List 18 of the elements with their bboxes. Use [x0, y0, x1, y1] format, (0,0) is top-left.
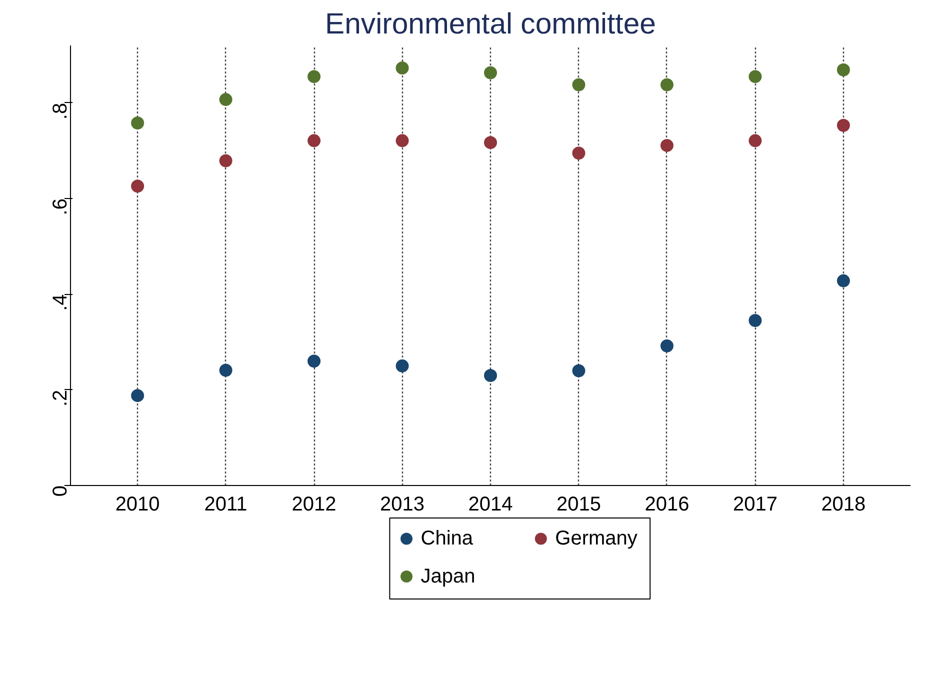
legend-label: Germany — [555, 528, 638, 550]
legend-label: China — [420, 528, 474, 550]
chart-title: Environmental committee — [325, 8, 656, 40]
y-tick-label: .4 — [50, 294, 72, 311]
x-tick-label: 2014 — [468, 494, 513, 516]
y-tick-label: 0 — [50, 486, 72, 497]
x-tick-label: 2010 — [115, 494, 160, 516]
x-tick-label: 2017 — [732, 494, 778, 516]
y-tick-label: .8 — [50, 102, 72, 120]
x-tick-label: 2015 — [556, 494, 601, 516]
x-tick-label: 2016 — [644, 494, 690, 516]
x-tick-label: 2018 — [821, 494, 866, 516]
x-tick-label: 2011 — [204, 494, 248, 516]
y-tick-label: .2 — [50, 390, 72, 407]
legend-label: Japan — [420, 566, 476, 588]
x-tick-label: 2012 — [292, 494, 336, 516]
x-tick-label: 2013 — [380, 494, 425, 516]
y-tick-label: .6 — [50, 198, 72, 216]
